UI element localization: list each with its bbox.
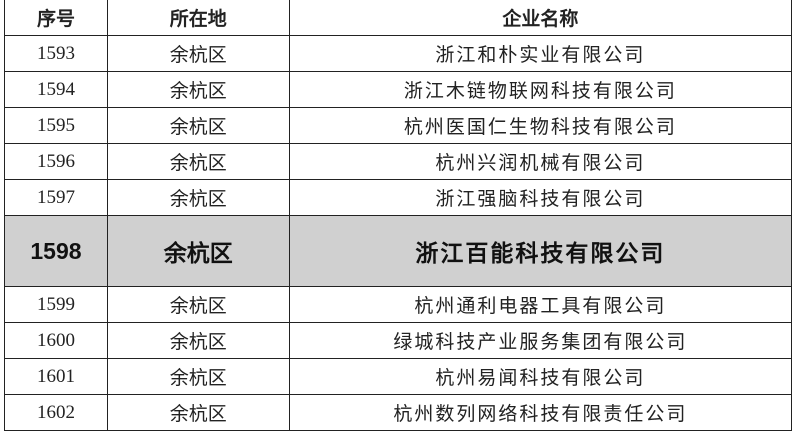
table-row: 1595 余杭区 杭州医国仁生物科技有限公司: [4, 107, 793, 144]
row-number: 1594: [4, 71, 108, 108]
header-company-name: 企业名称: [288, 0, 793, 36]
row-number: 1596: [4, 143, 108, 180]
row-company-name: 浙江强脑科技有限公司: [288, 179, 793, 216]
row-company-name: 杭州易闻科技有限公司: [288, 358, 793, 395]
row-number: 1593: [4, 35, 108, 72]
row-location: 余杭区: [106, 215, 290, 287]
header-location: 所在地: [106, 0, 290, 36]
row-number: 1598: [4, 215, 108, 287]
row-location: 余杭区: [106, 286, 290, 323]
row-number: 1599: [4, 286, 108, 323]
row-company-name: 浙江和朴实业有限公司: [288, 35, 793, 72]
table-row: 1602 余杭区 杭州数列网络科技有限责任公司: [4, 394, 793, 431]
table-row: 1596 余杭区 杭州兴润机械有限公司: [4, 143, 793, 180]
row-number: 1595: [4, 107, 108, 144]
row-company-name: 绿城科技产业服务集团有限公司: [288, 322, 793, 359]
row-location: 余杭区: [106, 143, 290, 180]
header-row: 序号 所在地 企业名称: [4, 0, 793, 36]
row-number: 1597: [4, 179, 108, 216]
table-row: 1600 余杭区 绿城科技产业服务集团有限公司: [4, 322, 793, 359]
row-location: 余杭区: [106, 358, 290, 395]
row-location: 余杭区: [106, 71, 290, 108]
company-table: 序号 所在地 企业名称 1593 余杭区 浙江和朴实业有限公司 1594 余杭区 浙江木链…: [4, 0, 793, 431]
row-company-name: 杭州通利电器工具有限公司: [288, 286, 793, 323]
row-number: 1600: [4, 322, 108, 359]
header-number: 序号: [4, 0, 108, 36]
row-number: 1602: [4, 394, 108, 431]
row-company-name: 浙江百能科技有限公司: [288, 215, 793, 287]
row-company-name: 杭州医国仁生物科技有限公司: [288, 107, 793, 144]
table-row-highlighted: 1598 余杭区 浙江百能科技有限公司: [4, 215, 793, 287]
row-location: 余杭区: [106, 179, 290, 216]
row-location: 余杭区: [106, 322, 290, 359]
row-company-name: 浙江木链物联网科技有限公司: [288, 71, 793, 108]
row-company-name: 杭州数列网络科技有限责任公司: [288, 394, 793, 431]
table-row: 1594 余杭区 浙江木链物联网科技有限公司: [4, 71, 793, 108]
table-row: 1599 余杭区 杭州通利电器工具有限公司: [4, 286, 793, 323]
table-row: 1601 余杭区 杭州易闻科技有限公司: [4, 358, 793, 395]
row-company-name: 杭州兴润机械有限公司: [288, 143, 793, 180]
table-row: 1593 余杭区 浙江和朴实业有限公司: [4, 35, 793, 72]
row-location: 余杭区: [106, 107, 290, 144]
row-number: 1601: [4, 358, 108, 395]
row-location: 余杭区: [106, 394, 290, 431]
row-location: 余杭区: [106, 35, 290, 72]
table-row: 1597 余杭区 浙江强脑科技有限公司: [4, 179, 793, 216]
